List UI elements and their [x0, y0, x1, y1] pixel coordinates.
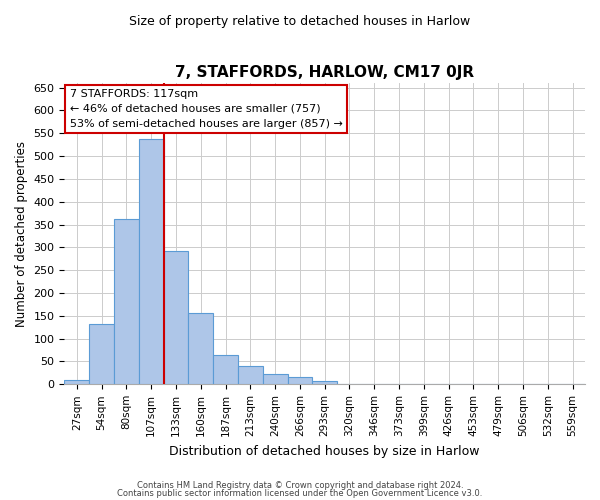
Bar [114, 219, 139, 384]
Bar [213, 354, 238, 384]
Bar [188, 312, 213, 384]
Text: 7 STAFFORDS: 117sqm
← 46% of detached houses are smaller (757)
53% of semi-detac: 7 STAFFORDS: 117sqm ← 46% of detached ho… [70, 89, 343, 128]
Bar [89, 324, 114, 384]
Bar [287, 378, 313, 384]
Title: 7, STAFFORDS, HARLOW, CM17 0JR: 7, STAFFORDS, HARLOW, CM17 0JR [175, 66, 474, 80]
Bar [263, 374, 287, 384]
Text: Contains HM Land Registry data © Crown copyright and database right 2024.: Contains HM Land Registry data © Crown c… [137, 480, 463, 490]
Text: Contains public sector information licensed under the Open Government Licence v3: Contains public sector information licen… [118, 489, 482, 498]
Bar [64, 380, 89, 384]
Bar [238, 366, 263, 384]
Bar [164, 251, 188, 384]
X-axis label: Distribution of detached houses by size in Harlow: Distribution of detached houses by size … [169, 444, 480, 458]
Bar [313, 380, 337, 384]
Text: Size of property relative to detached houses in Harlow: Size of property relative to detached ho… [130, 15, 470, 28]
Bar [139, 139, 164, 384]
Y-axis label: Number of detached properties: Number of detached properties [15, 140, 28, 326]
